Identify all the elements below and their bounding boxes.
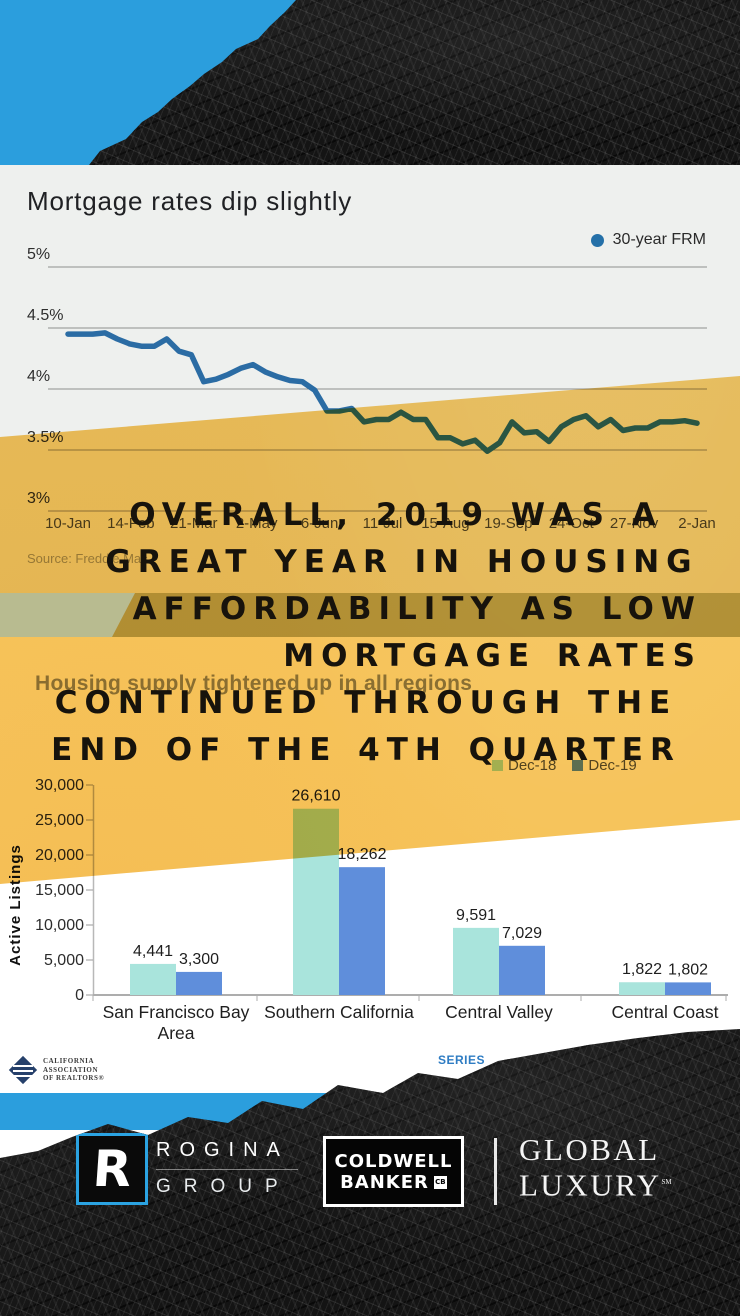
bar-value-label: 1,802 xyxy=(668,961,708,978)
quote-line: CONTINUED THROUGH THE xyxy=(54,685,678,721)
luxury-line: LUXURYSM xyxy=(519,1167,672,1203)
quote-line: MORTGAGE RATES xyxy=(283,638,702,674)
bar-dec-18 xyxy=(619,982,665,995)
quote-line: OVERALL, 2019 WAS A xyxy=(129,497,663,533)
car-line-2: ASSOCIATION xyxy=(43,1065,99,1074)
coldwell-banker-logo: COLDWELL BANKER CB xyxy=(323,1136,464,1207)
category-label: Central Coast xyxy=(612,1002,719,1022)
global-line: GLOBAL xyxy=(519,1132,660,1167)
car-line-3: OF REALTORS® xyxy=(43,1074,105,1083)
quote-line: END OF THE 4TH QUARTER xyxy=(51,732,681,768)
y-axis-label: 4.5% xyxy=(27,307,63,324)
bar-dec-19 xyxy=(339,867,385,995)
line-chart-legend: 30-year FRM xyxy=(590,231,706,249)
y-tick-label: 15,000 xyxy=(35,882,84,899)
legend-dot-icon xyxy=(590,233,604,247)
rogina-group: GROUP xyxy=(156,1176,291,1197)
car-logo: CALIFORNIA ASSOCIATION OF REALTORS® xyxy=(8,1055,104,1085)
bar-dec-18 xyxy=(130,963,176,995)
rogina-r-icon: R xyxy=(90,1140,134,1198)
banker-line: BANKER CB xyxy=(340,1172,447,1193)
logo-divider xyxy=(494,1138,497,1205)
cb-monogram-icon: CB xyxy=(433,1175,447,1189)
bar-value-label: 1,822 xyxy=(622,961,662,978)
rogina-wordmark: ROGINA GROUP xyxy=(156,1139,298,1198)
y-axis-label: 4% xyxy=(27,368,50,385)
bar-value-label: 9,591 xyxy=(456,907,496,924)
y-axis-label: 5% xyxy=(27,246,50,263)
car-line-1: CALIFORNIA xyxy=(43,1057,95,1066)
bar-value-label: 7,029 xyxy=(502,925,542,942)
bar-dec-19 xyxy=(665,982,711,995)
quote-line: AFFORDABILITY AS LOW xyxy=(132,591,702,627)
overlay-quote: OVERALL, 2019 WAS A GREAT YEAR IN HOUSIN… xyxy=(30,492,702,774)
y-tick-label: 10,000 xyxy=(35,917,84,934)
rogina-divider xyxy=(156,1169,298,1170)
global-luxury-wordmark: GLOBAL LUXURYSM xyxy=(519,1133,672,1201)
sm-mark: SM xyxy=(661,1178,672,1186)
bar-dec-19 xyxy=(176,971,222,995)
bar-value-label: 4,441 xyxy=(133,943,173,960)
series-label: SERIES xyxy=(438,1053,486,1067)
y-tick-label: 5,000 xyxy=(44,952,84,969)
coldwell-line: COLDWELL xyxy=(334,1150,453,1172)
category-label: Southern California xyxy=(264,1002,414,1022)
category-label: Central Valley xyxy=(445,1002,553,1022)
y-tick-label: 0 xyxy=(75,987,84,1004)
category-label: San Francisco Bay xyxy=(103,1002,250,1022)
bar-chart: 30,00025,00020,00015,00010,0005,00004,44… xyxy=(7,777,728,1043)
car-logo-text: CALIFORNIA ASSOCIATION OF REALTORS® xyxy=(43,1057,104,1083)
legend-label: 30-year FRM xyxy=(612,231,706,248)
rogina-name: ROGINA xyxy=(156,1139,289,1161)
bar-value-label: 3,300 xyxy=(179,951,219,968)
quote-line: GREAT YEAR IN HOUSING xyxy=(105,544,699,580)
banker-text: BANKER xyxy=(340,1171,429,1193)
bar-dec-19 xyxy=(499,945,545,995)
category-label: Area xyxy=(158,1023,195,1043)
rogina-logo-box: R xyxy=(76,1133,148,1205)
bar-dec-18 xyxy=(453,927,499,995)
line-chart-title: Mortgage rates dip slightly xyxy=(27,186,353,216)
car-diamond-icon xyxy=(8,1055,38,1085)
